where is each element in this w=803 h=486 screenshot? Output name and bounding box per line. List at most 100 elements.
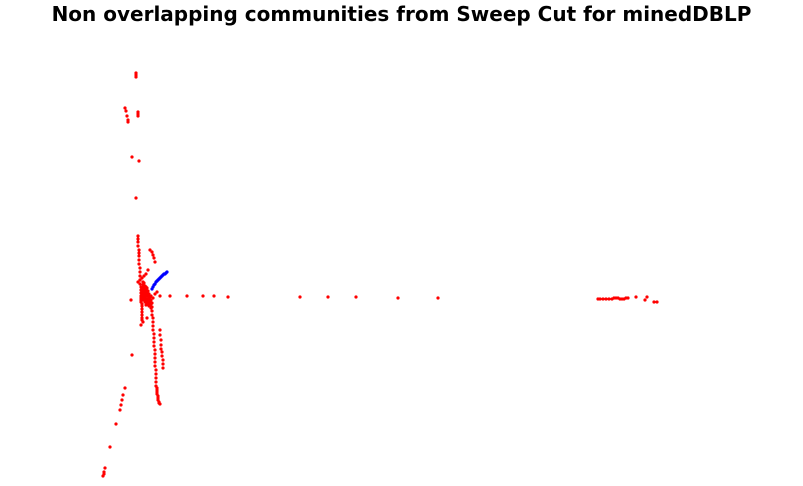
scatter-point (155, 290, 159, 294)
scatter-point (140, 307, 144, 311)
scatter-point (152, 340, 156, 344)
scatter-point (138, 270, 142, 274)
scatter-point (103, 466, 107, 470)
scatter-point (146, 268, 150, 272)
scatter-point (136, 234, 140, 238)
scatter-point (146, 289, 150, 293)
scatter-point (137, 159, 141, 163)
scatter-point (136, 114, 140, 118)
scatter-point (118, 408, 122, 412)
scatter-point (136, 240, 140, 244)
scatter-point (151, 324, 155, 328)
scatter-point (125, 114, 129, 118)
scatter-point (137, 248, 141, 252)
scatter-point (114, 422, 118, 426)
series-0 (101, 71, 659, 478)
scatter-point (160, 354, 164, 358)
scatter-point (140, 310, 144, 314)
scatter-point (226, 295, 230, 299)
scatter-point (161, 358, 165, 362)
scatter-point (652, 300, 656, 304)
scatter-point (134, 196, 138, 200)
scatter-point (396, 296, 400, 300)
scatter-point (126, 120, 130, 124)
scatter-point (154, 380, 158, 384)
scatter-point (123, 106, 127, 110)
scatter-point (326, 295, 330, 299)
scatter-point (119, 403, 123, 407)
scatter-point (137, 251, 141, 255)
scatter-point (212, 294, 216, 298)
scatter-point (152, 344, 156, 348)
scatter-point (152, 336, 156, 340)
scatter-point (185, 294, 189, 298)
scatter-point (154, 372, 158, 376)
scatter-point (138, 266, 142, 270)
scatter-point (108, 445, 112, 449)
scatter-point (161, 366, 165, 370)
scatter-point (149, 298, 153, 302)
scatter-point (160, 350, 164, 354)
scatter-point (158, 333, 162, 337)
scatter-point (201, 294, 205, 298)
scatter-point (153, 348, 157, 352)
scatter-point (144, 272, 148, 276)
scatter-point (149, 294, 153, 298)
scatter-point (136, 244, 140, 248)
scatter-point (601, 297, 605, 301)
scatter-point (153, 292, 157, 296)
scatter-point (130, 155, 134, 159)
scatter-point (136, 280, 140, 284)
scatter-point (134, 75, 138, 79)
scatter-point (607, 297, 611, 301)
scatter-point (604, 297, 608, 301)
scatter-point (140, 276, 144, 280)
scatter-point (138, 282, 142, 286)
scatter-point (154, 376, 158, 380)
scatter-point (598, 297, 602, 301)
scatter-point (151, 320, 155, 324)
scatter-point (129, 298, 133, 302)
series-layer (101, 71, 659, 478)
scatter-point (354, 295, 358, 299)
scatter-point (148, 248, 152, 252)
scatter-point (159, 338, 163, 342)
scatter-point (626, 296, 630, 300)
scatter-point (634, 295, 638, 299)
scatter-point (130, 353, 134, 357)
scatter-point (150, 309, 154, 313)
scatter-point (158, 402, 162, 406)
scatter-point (159, 343, 163, 347)
scatter-point (158, 328, 162, 332)
scatter-point (151, 296, 155, 300)
scatter-point (137, 254, 141, 258)
scatter-point (436, 296, 440, 300)
scatter-point (150, 250, 154, 254)
scatter-point (140, 313, 144, 317)
scatter-point (158, 294, 162, 298)
scatter-point (136, 237, 140, 241)
scatter-point (145, 316, 149, 320)
scatter-point (141, 320, 145, 324)
scatter-point (154, 368, 158, 372)
scatter-point (150, 305, 154, 309)
scatter-point (101, 474, 105, 478)
scatter-point (121, 393, 125, 397)
scatter-point (147, 292, 151, 296)
scatter-point (165, 270, 169, 274)
scatter-point (150, 301, 154, 305)
scatter-point (152, 332, 156, 336)
scatter-point (151, 253, 155, 257)
scatter-point (123, 386, 127, 390)
scatter-point (153, 356, 157, 360)
scatter-point (159, 347, 163, 351)
scatter-point (151, 328, 155, 332)
scatter-point (161, 362, 165, 366)
scatter-point (150, 313, 154, 317)
scatter-point (142, 274, 146, 278)
scatter-point (142, 281, 146, 285)
scatter-point (137, 262, 141, 266)
